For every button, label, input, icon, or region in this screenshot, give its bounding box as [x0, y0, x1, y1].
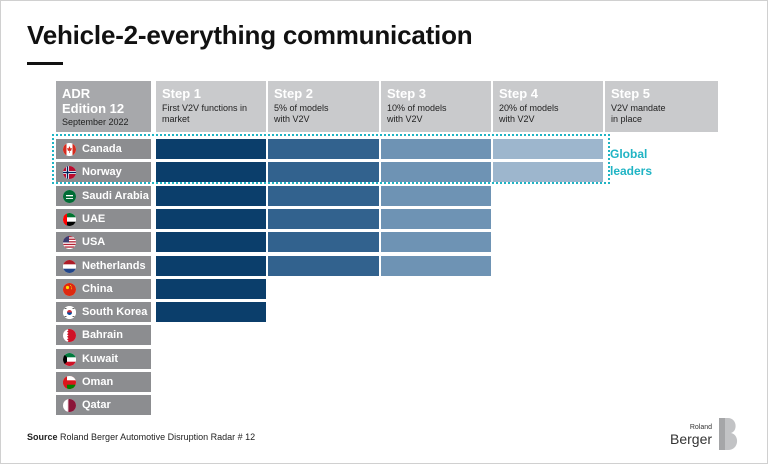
country-label-oman: Oman: [56, 372, 151, 392]
netherlands-flag-icon: [63, 260, 76, 273]
bar-uae-step-3: [381, 209, 491, 229]
oman-flag-icon: [63, 376, 76, 389]
step-label: Step 4: [499, 86, 539, 101]
qatar-flag-icon: [63, 399, 76, 412]
country-name: Bahrain: [82, 329, 123, 341]
global-leaders-highlight: [52, 134, 610, 184]
step-header-4: Step 4 20% of models with V2V: [493, 81, 603, 132]
step-description-line2: with V2V: [499, 114, 535, 124]
bar-uae-step-2: [268, 209, 379, 229]
bar-saudi-arabia-step-2: [268, 186, 379, 206]
step-description-line1: 5% of models: [274, 103, 329, 113]
roland-berger-logo-text: Roland Berger: [670, 424, 712, 447]
adr-header: ADR Edition 12 September 2022: [56, 81, 151, 132]
roland-berger-logo-icon: [719, 418, 738, 450]
country-label-qatar: Qatar: [56, 395, 151, 415]
country-label-usa: USA: [56, 232, 151, 252]
country-label-south-korea: South Korea: [56, 302, 151, 322]
global-leaders-label-line1: Global: [610, 147, 648, 161]
country-label-canada: Canada: [56, 139, 151, 159]
bar-uae-step-1: [156, 209, 266, 229]
canada-flag-icon: [63, 143, 76, 156]
country-name: UAE: [82, 213, 106, 225]
global-leaders-label: Global leaders: [610, 146, 670, 180]
step-label: Step 5: [611, 86, 651, 101]
country-label-kuwait: Kuwait: [56, 349, 151, 369]
bar-canada-step-1: [156, 139, 266, 159]
country-name: Saudi Arabia: [82, 190, 149, 202]
source-label: Source: [27, 432, 58, 442]
bar-netherlands-step-3: [381, 256, 491, 276]
bar-norway-step-3: [381, 162, 491, 182]
country-name: China: [82, 283, 113, 295]
source-text: Roland Berger Automotive Disruption Rada…: [60, 432, 256, 442]
bar-norway-step-2: [268, 162, 379, 182]
step-description-line1: V2V mandate: [611, 103, 666, 113]
step-label: Step 2: [274, 86, 314, 101]
source-note: Source Roland Berger Automotive Disrupti…: [27, 432, 255, 442]
page-title: Vehicle-2-everything communication: [27, 20, 473, 50]
global-leaders-label-line2: leaders: [610, 164, 653, 178]
country-name: Canada: [82, 143, 122, 155]
bar-canada-step-4: [493, 139, 603, 159]
country-label-saudi-arabia: Saudi Arabia: [56, 186, 151, 206]
adr-title-line1: ADR: [62, 86, 91, 101]
step-description-line1: 10% of models: [387, 103, 447, 113]
step-description-line1: First V2V functions in: [162, 103, 248, 113]
bahrain-flag-icon: [63, 329, 76, 342]
country-label-bahrain: Bahrain: [56, 325, 151, 345]
bar-south-korea-step-1: [156, 302, 266, 322]
south-korea-flag-icon: [63, 306, 76, 319]
bar-norway-step-1: [156, 162, 266, 182]
step-description-line2: with V2V: [274, 114, 310, 124]
country-label-uae: UAE: [56, 209, 151, 229]
title-underline: [27, 62, 63, 65]
country-label-china: China: [56, 279, 151, 299]
step-description-line2: with V2V: [387, 114, 423, 124]
logo-line1: Roland: [689, 424, 713, 431]
country-label-netherlands: Netherlands: [56, 256, 151, 276]
step-header-3: Step 3 10% of models with V2V: [381, 81, 491, 132]
step-label: Step 1: [162, 86, 202, 101]
kuwait-flag-icon: [63, 353, 76, 366]
adr-date: September 2022: [62, 117, 129, 127]
country-name: Oman: [82, 376, 114, 388]
bar-usa-step-2: [268, 232, 379, 252]
china-flag-icon: [63, 283, 76, 296]
bar-canada-step-3: [381, 139, 491, 159]
norway-flag-icon: [63, 166, 76, 179]
uae-flag-icon: [63, 213, 76, 226]
bar-canada-step-2: [268, 139, 379, 159]
step-header-1: Step 1 First V2V functions in market: [156, 81, 266, 132]
country-name: Netherlands: [82, 260, 146, 272]
step-header-5: Step 5 V2V mandate in place: [605, 81, 718, 132]
bar-norway-step-4: [493, 162, 603, 182]
logo-line2: Berger: [670, 431, 713, 447]
saudi-arabia-flag-icon: [63, 190, 76, 203]
bar-saudi-arabia-step-1: [156, 186, 266, 206]
country-name: USA: [82, 236, 106, 248]
step-label: Step 3: [387, 86, 427, 101]
step-header-2: Step 2 5% of models with V2V: [268, 81, 379, 132]
adr-title-line2: Edition 12: [62, 101, 125, 116]
step-description-line1: 20% of models: [499, 103, 559, 113]
country-label-norway: Norway: [56, 162, 151, 182]
bar-usa-step-3: [381, 232, 491, 252]
country-name: Kuwait: [82, 353, 119, 365]
country-name: South Korea: [82, 306, 148, 318]
bar-netherlands-step-1: [156, 256, 266, 276]
step-description-line2: in place: [611, 114, 643, 124]
usa-flag-icon: [63, 236, 76, 249]
country-name: Qatar: [82, 399, 111, 411]
country-name: Norway: [82, 166, 122, 178]
bar-netherlands-step-2: [268, 256, 379, 276]
step-description-line2: market: [162, 114, 190, 124]
bar-usa-step-1: [156, 232, 266, 252]
bar-saudi-arabia-step-3: [381, 186, 491, 206]
bar-china-step-1: [156, 279, 266, 299]
